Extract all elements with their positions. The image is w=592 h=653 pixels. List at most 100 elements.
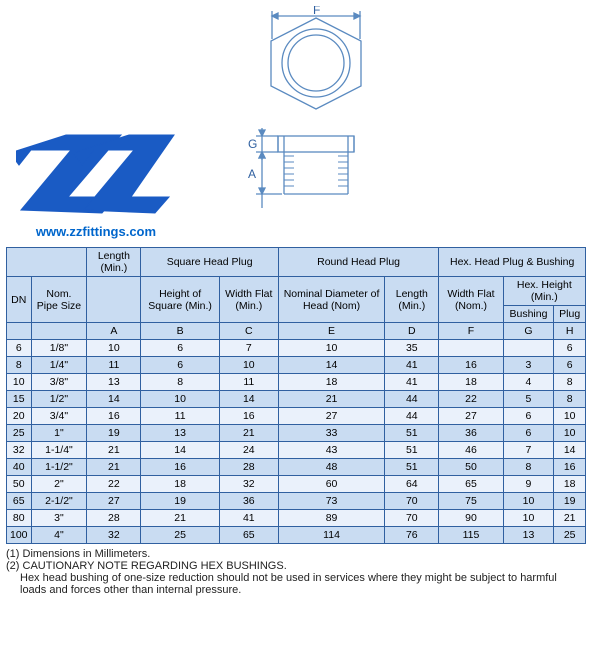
- note-1: (1) Dimensions in Millimeters.: [6, 548, 586, 560]
- cell-dn: 10: [7, 374, 32, 391]
- cell-c: 10: [219, 357, 278, 374]
- cell-g: 4: [503, 374, 554, 391]
- cell-c: 36: [219, 493, 278, 510]
- cell-h: 10: [554, 425, 586, 442]
- table-row: 321-1/4"211424435146714: [7, 442, 586, 459]
- cell-g: 7: [503, 442, 554, 459]
- cell-nom: 3/8": [31, 374, 87, 391]
- cell-b: 13: [141, 425, 219, 442]
- col-group: [7, 248, 87, 277]
- cell-e: 18: [278, 374, 384, 391]
- cell-nom: 2": [31, 476, 87, 493]
- cell-c: 7: [219, 340, 278, 357]
- cell-c: 21: [219, 425, 278, 442]
- cell-e: 114: [278, 527, 384, 544]
- cell-c: 32: [219, 476, 278, 493]
- cell-d: 44: [385, 391, 439, 408]
- cell-f: 27: [439, 408, 503, 425]
- table-row: 203/4"161116274427610: [7, 408, 586, 425]
- cell-a: 22: [87, 476, 141, 493]
- cell-f: [439, 340, 503, 357]
- technical-diagram: F G A: [216, 6, 416, 239]
- cell-g: [503, 340, 554, 357]
- col-header: E: [278, 323, 384, 340]
- cell-dn: 15: [7, 391, 32, 408]
- col-header: Height of Square (Min.): [141, 277, 219, 323]
- cell-d: 76: [385, 527, 439, 544]
- col-header: Width Flat (Min.): [219, 277, 278, 323]
- cell-dn: 80: [7, 510, 32, 527]
- col-group: Square Head Plug: [141, 248, 278, 277]
- cell-g: 8: [503, 459, 554, 476]
- cell-a: 28: [87, 510, 141, 527]
- col-header: G: [503, 323, 554, 340]
- col-header: C: [219, 323, 278, 340]
- col-header: Nominal Diameter of Head (Nom): [278, 277, 384, 323]
- cell-d: 70: [385, 510, 439, 527]
- table-header: Length (Min.)Square Head PlugRound Head …: [7, 248, 586, 340]
- cell-d: 70: [385, 493, 439, 510]
- cell-a: 19: [87, 425, 141, 442]
- table-row: 1004"322565114761151325: [7, 527, 586, 544]
- dimensions-table: Length (Min.)Square Head PlugRound Head …: [6, 247, 586, 544]
- cell-nom: 3": [31, 510, 87, 527]
- logo-block: www.zzfittings.com: [16, 125, 176, 239]
- cell-f: 46: [439, 442, 503, 459]
- cell-d: 35: [385, 340, 439, 357]
- col-header: Nom. Pipe Size: [31, 277, 87, 323]
- cell-e: 43: [278, 442, 384, 459]
- col-header: Length (Min.): [385, 277, 439, 323]
- top-section: F G A www.zzfittings.com: [6, 6, 586, 239]
- cell-b: 19: [141, 493, 219, 510]
- cell-e: 14: [278, 357, 384, 374]
- col-group: Hex. Head Plug & Bushing: [439, 248, 586, 277]
- cell-nom: 1/8": [31, 340, 87, 357]
- cell-a: 21: [87, 459, 141, 476]
- cell-g: 3: [503, 357, 554, 374]
- cell-nom: 1-1/4": [31, 442, 87, 459]
- cell-e: 21: [278, 391, 384, 408]
- cell-b: 16: [141, 459, 219, 476]
- cell-f: 22: [439, 391, 503, 408]
- dim-label-f: F: [313, 6, 320, 17]
- cell-e: 33: [278, 425, 384, 442]
- cell-f: 36: [439, 425, 503, 442]
- col-header: Plug: [554, 306, 586, 323]
- cell-c: 41: [219, 510, 278, 527]
- cell-dn: 32: [7, 442, 32, 459]
- cell-g: 10: [503, 510, 554, 527]
- cell-dn: 65: [7, 493, 32, 510]
- cell-g: 10: [503, 493, 554, 510]
- footnotes: (1) Dimensions in Millimeters. (2) CAUTI…: [6, 548, 586, 596]
- cell-f: 50: [439, 459, 503, 476]
- cell-a: 14: [87, 391, 141, 408]
- table-row: 151/2"14101421442258: [7, 391, 586, 408]
- dim-label-g: G: [248, 137, 257, 151]
- cell-dn: 6: [7, 340, 32, 357]
- cell-e: 27: [278, 408, 384, 425]
- site-url[interactable]: www.zzfittings.com: [16, 224, 176, 239]
- cell-h: 6: [554, 340, 586, 357]
- cell-c: 28: [219, 459, 278, 476]
- cell-h: 6: [554, 357, 586, 374]
- cell-d: 64: [385, 476, 439, 493]
- cell-h: 8: [554, 374, 586, 391]
- cell-e: 89: [278, 510, 384, 527]
- cell-g: 13: [503, 527, 554, 544]
- cell-c: 16: [219, 408, 278, 425]
- cell-nom: 1/4": [31, 357, 87, 374]
- col-header: B: [141, 323, 219, 340]
- cell-b: 6: [141, 340, 219, 357]
- cell-a: 32: [87, 527, 141, 544]
- cell-b: 11: [141, 408, 219, 425]
- cell-e: 73: [278, 493, 384, 510]
- cell-c: 11: [219, 374, 278, 391]
- cell-a: 27: [87, 493, 141, 510]
- cell-g: 5: [503, 391, 554, 408]
- zz-logo-icon: [16, 125, 176, 225]
- cell-a: 11: [87, 357, 141, 374]
- table-row: 251"191321335136610: [7, 425, 586, 442]
- cell-h: 16: [554, 459, 586, 476]
- cell-b: 25: [141, 527, 219, 544]
- col-header: [31, 323, 87, 340]
